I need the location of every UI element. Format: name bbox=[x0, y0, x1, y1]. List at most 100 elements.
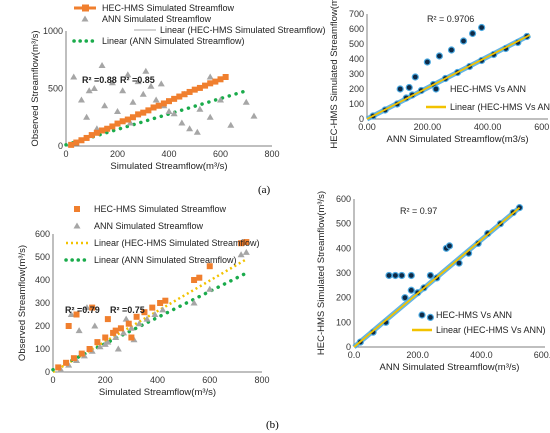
y-tick-label: 300 bbox=[336, 268, 351, 278]
hec-point bbox=[222, 74, 229, 80]
ann-point bbox=[120, 329, 128, 336]
hec-point bbox=[55, 364, 62, 371]
hec-point bbox=[102, 334, 109, 341]
legend-label-linear: Linear (HEC-HMS Vs ANN) bbox=[450, 102, 550, 112]
data-point bbox=[391, 271, 399, 280]
y-tick-label: 700 bbox=[349, 9, 364, 19]
ann-point bbox=[93, 125, 101, 132]
legend-label-linear: Linear (HEC-HMS Vs ANN) bbox=[436, 325, 546, 335]
chart-b-right: 0.0 200.0 400.0 600.0 0 100 200 300 400 500 600 ANN… bbox=[316, 191, 550, 373]
data-point bbox=[385, 271, 393, 280]
x-tick-label: 0.0 bbox=[348, 350, 361, 360]
ann-point bbox=[83, 304, 91, 311]
ann-point bbox=[96, 343, 104, 350]
y-tick-label: 0 bbox=[58, 141, 63, 151]
ann-point bbox=[77, 96, 85, 103]
x-axis-title: Simulated Streamflow(m³/s) bbox=[99, 387, 216, 398]
data-point bbox=[407, 271, 415, 280]
y-tick-label: 500 bbox=[336, 219, 351, 229]
trendline bbox=[353, 206, 521, 348]
hec-point bbox=[212, 78, 219, 85]
ann-point bbox=[159, 306, 167, 313]
y-tick-label: 1000 bbox=[43, 26, 63, 36]
hec-point bbox=[104, 125, 111, 132]
ann-point bbox=[206, 113, 214, 120]
ann-point bbox=[237, 251, 245, 258]
hec-point bbox=[149, 304, 156, 311]
hec-point bbox=[94, 339, 101, 346]
hec-point bbox=[124, 116, 131, 123]
y-tick-label: 600 bbox=[336, 194, 351, 204]
hec-point bbox=[63, 359, 70, 366]
y-tick-label: 200 bbox=[349, 84, 364, 94]
ann-point bbox=[122, 315, 130, 322]
r2-ann: R² =0.85 bbox=[120, 75, 155, 85]
panel-label-a: (a) bbox=[258, 184, 271, 196]
y-tick-label: 0 bbox=[359, 114, 364, 124]
hec-point bbox=[99, 127, 106, 134]
ann-point bbox=[178, 119, 186, 126]
ann-point bbox=[114, 345, 122, 352]
x-tick-label: 800 bbox=[254, 375, 269, 385]
hec-point bbox=[119, 118, 126, 125]
hec-point bbox=[129, 114, 136, 121]
hec-point bbox=[104, 316, 111, 323]
panel-label-b: (b) bbox=[266, 419, 279, 431]
ann-point bbox=[193, 128, 201, 135]
hec-point bbox=[86, 346, 93, 352]
hec-point bbox=[243, 239, 250, 246]
hec-point bbox=[196, 84, 203, 91]
ann-point bbox=[135, 320, 143, 327]
ann-point bbox=[242, 248, 250, 255]
hec-point bbox=[171, 95, 178, 102]
x-tick-label: 600.0 bbox=[534, 350, 550, 360]
hec-point bbox=[125, 320, 132, 327]
y-tick-label: 400 bbox=[336, 243, 351, 253]
ann-point bbox=[124, 71, 132, 78]
hec-point bbox=[78, 350, 85, 357]
hec-point bbox=[155, 102, 162, 109]
ann-point bbox=[227, 121, 235, 128]
hec-point bbox=[217, 76, 224, 83]
ann-point bbox=[90, 85, 98, 91]
legend: HEC-HMS Vs ANN Linear (HEC-HMS Vs ANN) bbox=[426, 84, 550, 112]
legend-swatch-ann bbox=[81, 15, 89, 22]
hec-point bbox=[135, 111, 142, 118]
y-tick-label: 400 bbox=[349, 54, 364, 64]
y-tick-label: 300 bbox=[35, 298, 50, 308]
x-tick-label: 600 bbox=[213, 149, 228, 159]
ann-point bbox=[196, 105, 204, 112]
hec-point bbox=[73, 311, 80, 318]
y-tick-label: 200 bbox=[35, 321, 50, 331]
ann-point bbox=[165, 108, 173, 114]
hec-point bbox=[181, 91, 188, 98]
hec-point bbox=[128, 334, 135, 341]
hec-point bbox=[73, 139, 80, 146]
data-point bbox=[411, 73, 419, 81]
ann-point bbox=[250, 112, 258, 119]
data-point bbox=[398, 271, 406, 280]
hec-point bbox=[176, 93, 183, 100]
data-point bbox=[401, 294, 409, 302]
hec-point bbox=[150, 104, 157, 111]
ann-point bbox=[134, 78, 142, 85]
ann-point bbox=[67, 311, 75, 317]
y-tick-label: 600 bbox=[35, 229, 50, 239]
x-axis-title: ANN Simulated Streamflow(m3/s) bbox=[386, 134, 528, 145]
ann-point bbox=[101, 102, 109, 109]
hec-point bbox=[83, 134, 90, 141]
x-tick-label: 200.00 bbox=[414, 122, 442, 132]
chart-b-left: 0 200 400 600 800 0 100 200 300 400 500 600 Simulate… bbox=[17, 204, 270, 398]
ann-point bbox=[206, 73, 214, 80]
ann-point bbox=[114, 108, 121, 114]
hec-point bbox=[166, 98, 172, 105]
ann-point bbox=[91, 322, 99, 329]
ann-point bbox=[98, 62, 106, 68]
hec-point bbox=[140, 109, 147, 116]
legend-label-hec: HEC-HMS Simulated Streamflow bbox=[94, 204, 227, 214]
ann-point bbox=[127, 324, 135, 331]
ann-point bbox=[70, 73, 78, 80]
x-tick-label: 400.0 bbox=[470, 350, 493, 360]
